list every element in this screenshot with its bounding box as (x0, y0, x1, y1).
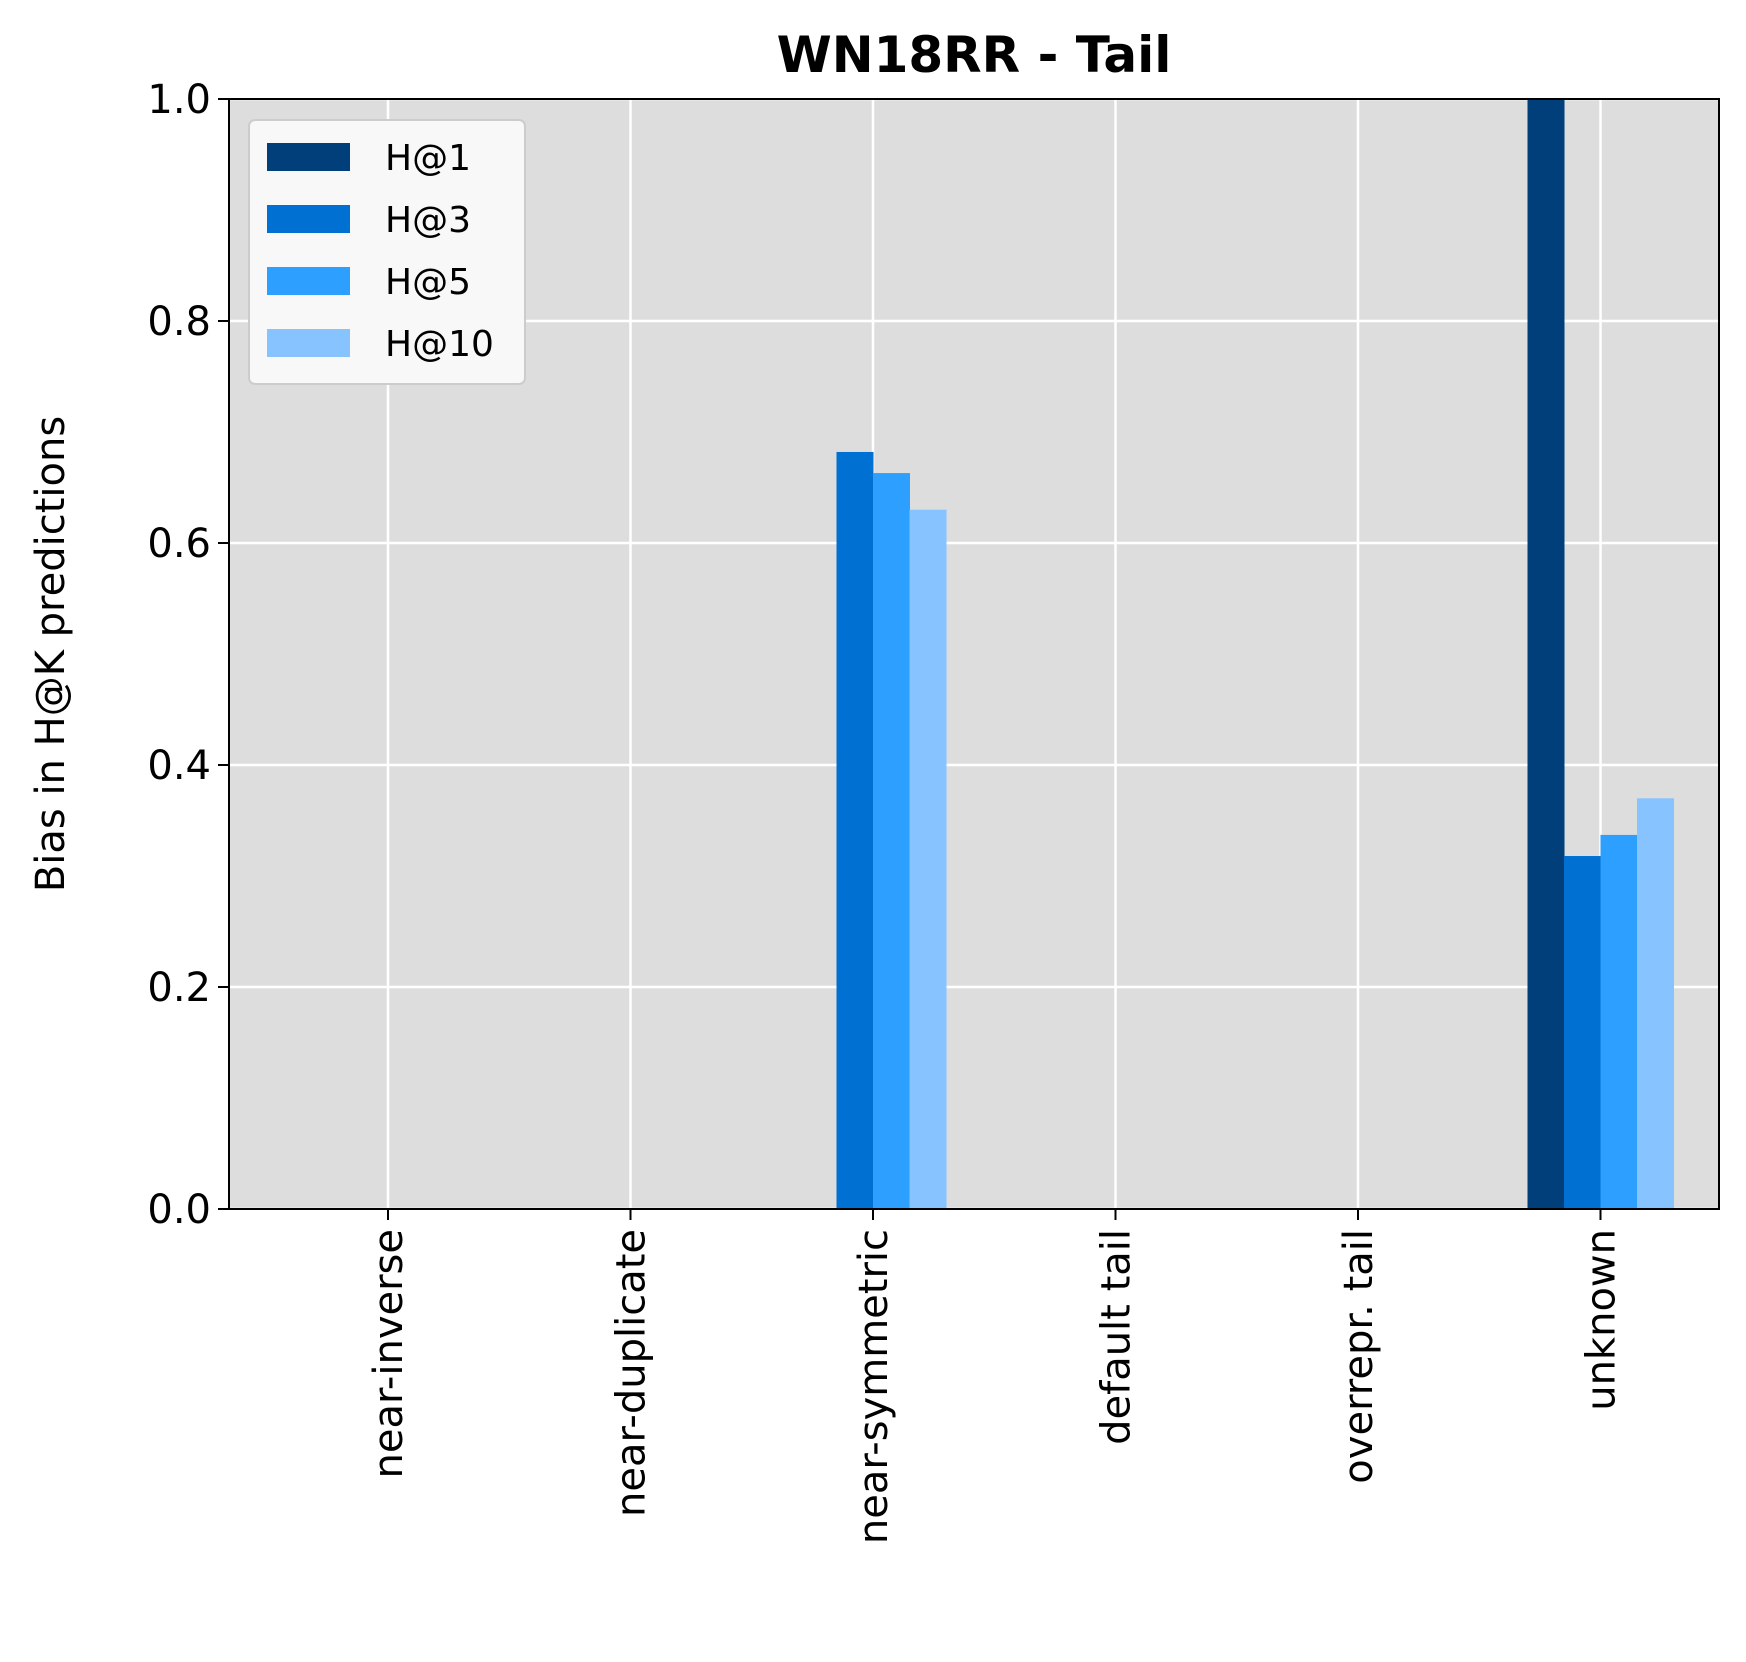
y-tick-label: 0.8 (147, 299, 211, 345)
legend-label: H@5 (385, 262, 471, 303)
legend-label: H@10 (385, 324, 494, 365)
y-axis-label: Bias in H@K predictions (28, 416, 74, 892)
y-tick-label: 0.4 (147, 743, 211, 789)
y-tick-label: 0.2 (147, 965, 211, 1011)
legend: H@1 H@3 H@5 H@10 (248, 119, 526, 385)
bar-h-at-5 (873, 473, 910, 1209)
y-tick-label: 0.0 (147, 1187, 211, 1233)
bar-h-at-10 (1637, 798, 1674, 1209)
legend-swatch (267, 205, 350, 233)
bar-h-at-5 (1600, 834, 1638, 1209)
bar-h-at-10 (909, 509, 947, 1209)
y-axis: 0.0 0.2 0.4 0.6 0.8 1.0 (147, 77, 229, 1233)
x-tick-label: overrepr. tail (1336, 1229, 1382, 1484)
legend-label: H@1 (385, 138, 471, 179)
chart-title: WN18RR - Tail (777, 26, 1172, 84)
x-tick-label: default tail (1094, 1229, 1140, 1445)
legend-swatch (267, 329, 350, 357)
bars (836, 99, 1674, 1210)
x-tick-label: near-symmetric (851, 1229, 897, 1544)
x-axis: near-inverse near-duplicate near-symmetric… (366, 1209, 1625, 1544)
bar-h-at-3 (836, 451, 874, 1210)
x-tick-label: near-inverse (366, 1229, 412, 1478)
x-tick-label: unknown (1579, 1229, 1625, 1411)
bar-h-at-1 (1527, 99, 1565, 1209)
grid-lines (229, 97, 1719, 1211)
legend-label: H@3 (385, 200, 471, 241)
legend-swatch (267, 267, 350, 295)
plot-frame (228, 98, 1720, 1210)
bar-h-at-3 (1564, 856, 1601, 1209)
legend-box (248, 119, 526, 385)
x-tick-label: near-duplicate (609, 1229, 655, 1517)
y-tick-label: 0.6 (147, 521, 211, 567)
y-tick-label: 1.0 (147, 77, 211, 123)
legend-swatch (267, 143, 350, 171)
